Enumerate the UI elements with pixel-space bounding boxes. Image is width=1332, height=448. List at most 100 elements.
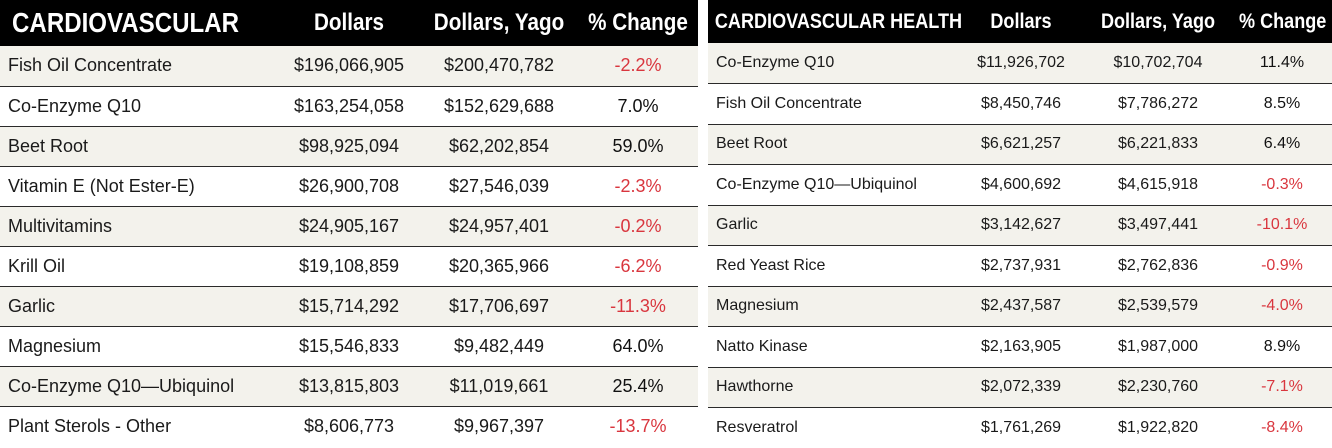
dollars-yago-cell: $27,546,039 (420, 166, 578, 207)
dollars-cell: $8,606,773 (303, 415, 395, 436)
cardiovascular-health-table-panel: CARDIOVASCULAR HEALTH Dollars Dollars, Y… (708, 0, 1332, 448)
table-header-row: CARDIOVASCULAR Dollars Dollars, Yago % C… (0, 0, 698, 46)
table-row: Red Yeast Rice $2,737,931 $2,762,836 -0.9% (708, 245, 1332, 287)
change-cell: -7.1% (1232, 367, 1332, 408)
table-row: Resveratrol $1,761,269 $1,922,820 -8.4% (708, 407, 1332, 448)
dollars-yago-cell: $10,702,704 (1084, 43, 1232, 84)
change-cell: -2.2% (578, 46, 698, 87)
dollars-yago-cell: $62,202,854 (420, 126, 578, 167)
change-cell: -13.7% (609, 415, 667, 436)
product-name-cell: Magnesium (708, 286, 958, 327)
product-name-cell: Hawthorne (708, 367, 958, 408)
change-cell: 64.0% (578, 326, 698, 367)
dollars-cell: $26,900,708 (278, 166, 420, 207)
change-cell: -0.2% (578, 206, 698, 247)
table-row: Co-Enzyme Q10—Ubiquinol $13,815,803 $11,01… (0, 366, 698, 407)
column-header-dollars: Dollars (990, 9, 1052, 33)
change-cell: 8.5% (1232, 83, 1332, 125)
table-row: Co-Enzyme Q10—Ubiquinol $4,600,692 $4,615,… (708, 164, 1332, 206)
product-name-cell: Red Yeast Rice (708, 245, 958, 287)
product-name-cell: Co-Enzyme Q10 (0, 86, 278, 127)
product-name-cell: Magnesium (0, 326, 278, 367)
product-name-cell: Beet Root (0, 126, 278, 167)
product-name-cell: Co-Enzyme Q10 (708, 43, 958, 84)
product-name-cell: Krill Oil (0, 246, 278, 287)
dollars-yago-cell: $2,539,579 (1084, 286, 1232, 327)
change-cell: -11.3% (578, 286, 698, 327)
dollars-cell: $11,926,702 (958, 43, 1084, 84)
dollars-cell: $24,905,167 (278, 206, 420, 247)
dollars-cell: $2,437,587 (958, 286, 1084, 327)
table-row: Natto Kinase $2,163,905 $1,987,000 8.9% (708, 326, 1332, 368)
change-cell: -0.9% (1232, 245, 1332, 287)
table-row: Vitamin E (Not Ester-E) $26,900,708 $27,54… (0, 166, 698, 207)
product-name-cell: Beet Root (708, 124, 958, 165)
dollars-yago-cell: $3,497,441 (1084, 205, 1232, 246)
dollars-cell: $15,714,292 (278, 286, 420, 327)
change-cell: 8.9% (1232, 326, 1332, 368)
column-header-change: % Change (1239, 9, 1327, 33)
table-row: Co-Enzyme Q10 $163,254,058 $152,629,688 7.0… (0, 86, 698, 127)
change-cell: -0.3% (1232, 164, 1332, 206)
product-name-cell: Garlic (0, 286, 278, 327)
dollars-yago-cell: $17,706,697 (420, 286, 578, 327)
table-row: Co-Enzyme Q10 $11,926,702 $10,702,704 11.4% (708, 43, 1332, 84)
change-cell: -4.0% (1232, 286, 1332, 327)
cardiovascular-table: CARDIOVASCULAR Dollars Dollars, Yago % C… (0, 0, 698, 446)
dollars-cell: $2,163,905 (958, 326, 1084, 368)
dollars-cell: $163,254,058 (278, 86, 420, 127)
table-row: Fish Oil Concentrate $8,450,746 $7,786,272… (708, 83, 1332, 125)
column-header-dollars: Dollars (314, 9, 384, 36)
table-row: Beet Root $98,925,094 $62,202,854 59.0% (0, 126, 698, 167)
column-header-change: % Change (588, 9, 688, 36)
dollars-cell: $1,761,269 (980, 419, 1062, 436)
dollars-cell: $13,815,803 (278, 366, 420, 407)
dollars-yago-cell: $9,967,397 (453, 415, 545, 436)
change-cell: 11.4% (1232, 43, 1332, 84)
table-row: Magnesium $2,437,587 $2,539,579 -4.0% (708, 286, 1332, 327)
table-row: Krill Oil $19,108,859 $20,365,966 -6.2% (0, 246, 698, 287)
dollars-yago-cell: $4,615,918 (1084, 164, 1232, 206)
dollars-cell: $4,600,692 (958, 164, 1084, 206)
product-name-cell: Natto Kinase (708, 326, 958, 368)
table-title: CARDIOVASCULAR (12, 7, 240, 38)
dollars-yago-cell: $11,019,661 (420, 366, 578, 407)
dollars-yago-cell: $7,786,272 (1084, 83, 1232, 125)
table-row: Fish Oil Concentrate $196,066,905 $200,470… (0, 46, 698, 87)
product-name-cell: Multivitamins (0, 206, 278, 247)
product-name-cell: Garlic (708, 205, 958, 246)
dollars-cell: $2,737,931 (958, 245, 1084, 287)
dollars-yago-cell: $152,629,688 (420, 86, 578, 127)
dollars-yago-cell: $6,221,833 (1084, 124, 1232, 165)
dollars-cell: $15,546,833 (278, 326, 420, 367)
change-cell: 7.0% (578, 86, 698, 127)
dollars-yago-cell: $2,762,836 (1084, 245, 1232, 287)
dollars-yago-cell: $24,957,401 (420, 206, 578, 247)
dollars-yago-cell: $1,987,000 (1084, 326, 1232, 368)
change-cell: -2.3% (578, 166, 698, 207)
dollars-cell: $19,108,859 (278, 246, 420, 287)
dollars-yago-cell: $9,482,449 (420, 326, 578, 367)
change-cell: 6.4% (1232, 124, 1332, 165)
dollars-cell: $3,142,627 (958, 205, 1084, 246)
product-name-cell: Resveratrol (716, 419, 798, 436)
table-row: Multivitamins $24,905,167 $24,957,401 -0.2% (0, 206, 698, 247)
change-cell: -8.4% (1261, 419, 1303, 436)
change-cell: 59.0% (578, 126, 698, 167)
dollars-yago-cell: $2,230,760 (1084, 367, 1232, 408)
table-row: Garlic $3,142,627 $3,497,441 -10.1% (708, 205, 1332, 246)
change-cell: 25.4% (578, 366, 698, 407)
cardiovascular-health-table: CARDIOVASCULAR HEALTH Dollars Dollars, Y… (708, 0, 1332, 448)
table-row: Magnesium $15,546,833 $9,482,449 64.0% (0, 326, 698, 367)
product-name-cell: Vitamin E (Not Ester-E) (0, 166, 278, 207)
table-row: Garlic $15,714,292 $17,706,697 -11.3% (0, 286, 698, 327)
dollars-yago-cell: $20,365,966 (420, 246, 578, 287)
change-cell: -6.2% (578, 246, 698, 287)
dollars-cell: $98,925,094 (278, 126, 420, 167)
table-body: Fish Oil Concentrate $196,066,905 $200,470… (0, 46, 698, 446)
product-name-cell: Fish Oil Concentrate (0, 46, 278, 87)
product-name-cell: Co-Enzyme Q10—Ubiquinol (708, 164, 958, 206)
product-name-cell: Co-Enzyme Q10—Ubiquinol (0, 366, 278, 407)
dollars-yago-cell: $1,922,820 (1117, 419, 1199, 436)
table-row: Hawthorne $2,072,339 $2,230,760 -7.1% (708, 367, 1332, 408)
